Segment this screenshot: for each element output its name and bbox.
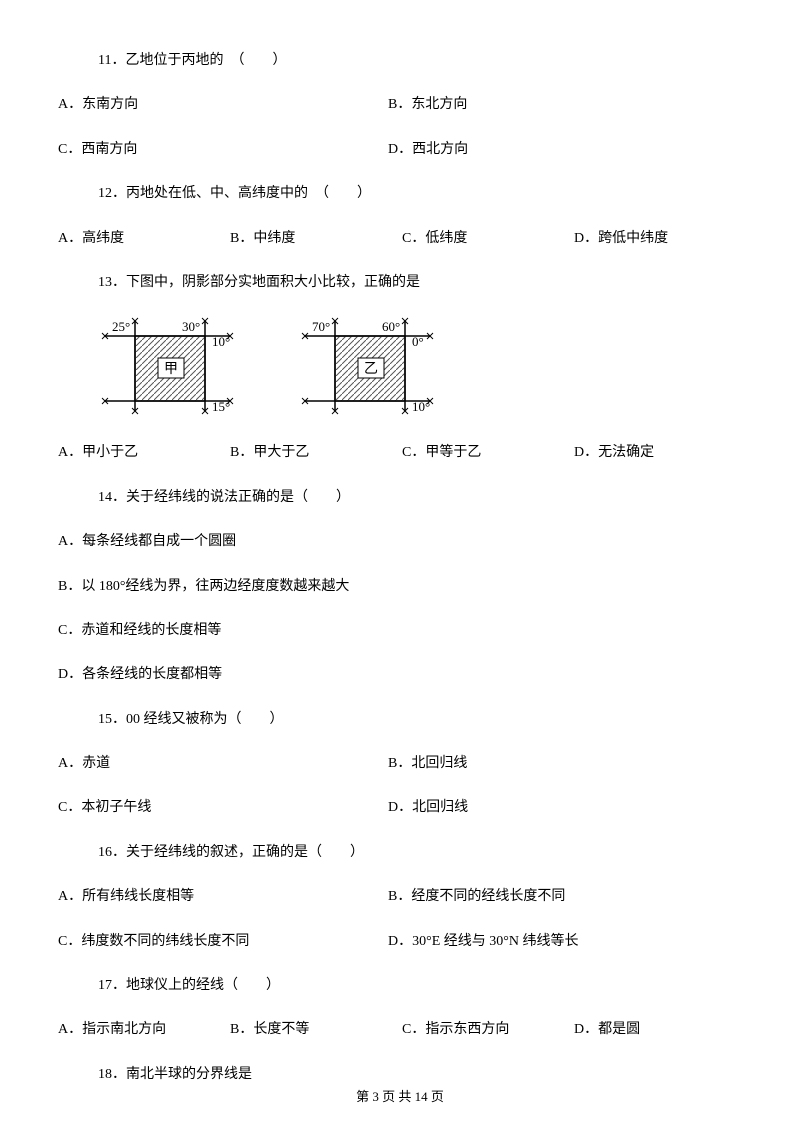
- q13-options: A．甲小于乙 B．甲大于乙 C．甲等于乙 D．无法确定: [50, 442, 750, 464]
- question-17: 17．地球仪上的经线（ ）: [50, 975, 750, 997]
- question-15: 15．00 经线又被称为（ ）: [50, 709, 750, 731]
- q15-options-row1: A．赤道 B．北回归线: [50, 753, 750, 775]
- q12-option-a: A．高纬度: [58, 228, 230, 250]
- svg-text:10°: 10°: [212, 334, 230, 349]
- svg-text:甲: 甲: [164, 362, 178, 377]
- q15-option-d: D．北回归线: [388, 797, 718, 819]
- q13-option-a: A．甲小于乙: [58, 442, 230, 464]
- svg-text:0°: 0°: [412, 334, 424, 349]
- q11-options-row1: A．东南方向 B．东北方向: [50, 94, 750, 116]
- q16-options-row1: A．所有纬线长度相等 B．经度不同的经线长度不同: [50, 886, 750, 908]
- svg-text:10°: 10°: [412, 399, 430, 414]
- q15-option-a: A．赤道: [58, 753, 388, 775]
- q15-option-b: B．北回归线: [388, 753, 718, 775]
- question-11: 11．乙地位于丙地的 （ ）: [50, 50, 750, 72]
- q12-options: A．高纬度 B．中纬度 C．低纬度 D．跨低中纬度: [50, 228, 750, 250]
- svg-text:60°: 60°: [382, 319, 400, 334]
- question-12: 12．丙地处在低、中、高纬度中的 （ ）: [50, 183, 750, 205]
- q14-option-b: B．以 180°经线为界，往两边经度度数越来越大: [50, 576, 750, 598]
- question-13: 13．下图中，阴影部分实地面积大小比较，正确的是: [50, 272, 750, 294]
- page-footer: 第 3 页 共 14 页: [50, 1087, 750, 1108]
- q15-options-row2: C．本初子午线 D．北回归线: [50, 797, 750, 819]
- q17-option-b: B．长度不等: [230, 1019, 402, 1041]
- q13-option-b: B．甲大于乙: [230, 442, 402, 464]
- q16-option-d: D．30°E 经线与 30°N 纬线等长: [388, 931, 718, 953]
- q11-options-row2: C．西南方向 D．西北方向: [50, 139, 750, 161]
- q11-option-c: C．西南方向: [58, 139, 388, 161]
- q14-option-d: D．各条经线的长度都相等: [50, 664, 750, 686]
- question-16: 16．关于经纬线的叙述，正确的是（ ）: [50, 842, 750, 864]
- svg-text:15°: 15°: [212, 399, 230, 414]
- q13-option-c: C．甲等于乙: [402, 442, 574, 464]
- q15-option-c: C．本初子午线: [58, 797, 388, 819]
- q13-option-d: D．无法确定: [574, 442, 746, 464]
- q16-option-a: A．所有纬线长度相等: [58, 886, 388, 908]
- svg-text:乙: 乙: [364, 361, 378, 377]
- diagram-yi: 乙 70° 60° 0° 10°: [300, 316, 440, 416]
- q11-option-b: B．东北方向: [388, 94, 718, 116]
- q11-option-d: D．西北方向: [388, 139, 718, 161]
- diagram-jia: 甲 25° 30° 10° 15°: [100, 316, 240, 416]
- q16-options-row2: C．纬度数不同的纬线长度不同 D．30°E 经线与 30°N 纬线等长: [50, 931, 750, 953]
- question-14: 14．关于经纬线的说法正确的是（ ）: [50, 487, 750, 509]
- q11-option-a: A．东南方向: [58, 94, 388, 116]
- q12-option-d: D．跨低中纬度: [574, 228, 746, 250]
- svg-text:70°: 70°: [312, 319, 330, 334]
- q16-option-b: B．经度不同的经线长度不同: [388, 886, 718, 908]
- q17-option-a: A．指示南北方向: [58, 1019, 230, 1041]
- q14-option-a: A．每条经线都自成一个圆圈: [50, 531, 750, 553]
- q14-option-c: C．赤道和经线的长度相等: [50, 620, 750, 642]
- q16-option-c: C．纬度数不同的纬线长度不同: [58, 931, 388, 953]
- diagram-container: 甲 25° 30° 10° 15°: [100, 316, 750, 416]
- question-18: 18．南北半球的分界线是: [50, 1064, 750, 1086]
- svg-text:25°: 25°: [112, 319, 130, 334]
- q17-options: A．指示南北方向 B．长度不等 C．指示东西方向 D．都是圆: [50, 1019, 750, 1041]
- q17-option-d: D．都是圆: [574, 1019, 746, 1041]
- svg-text:30°: 30°: [182, 319, 200, 334]
- q12-option-c: C．低纬度: [402, 228, 574, 250]
- q17-option-c: C．指示东西方向: [402, 1019, 574, 1041]
- q12-option-b: B．中纬度: [230, 228, 402, 250]
